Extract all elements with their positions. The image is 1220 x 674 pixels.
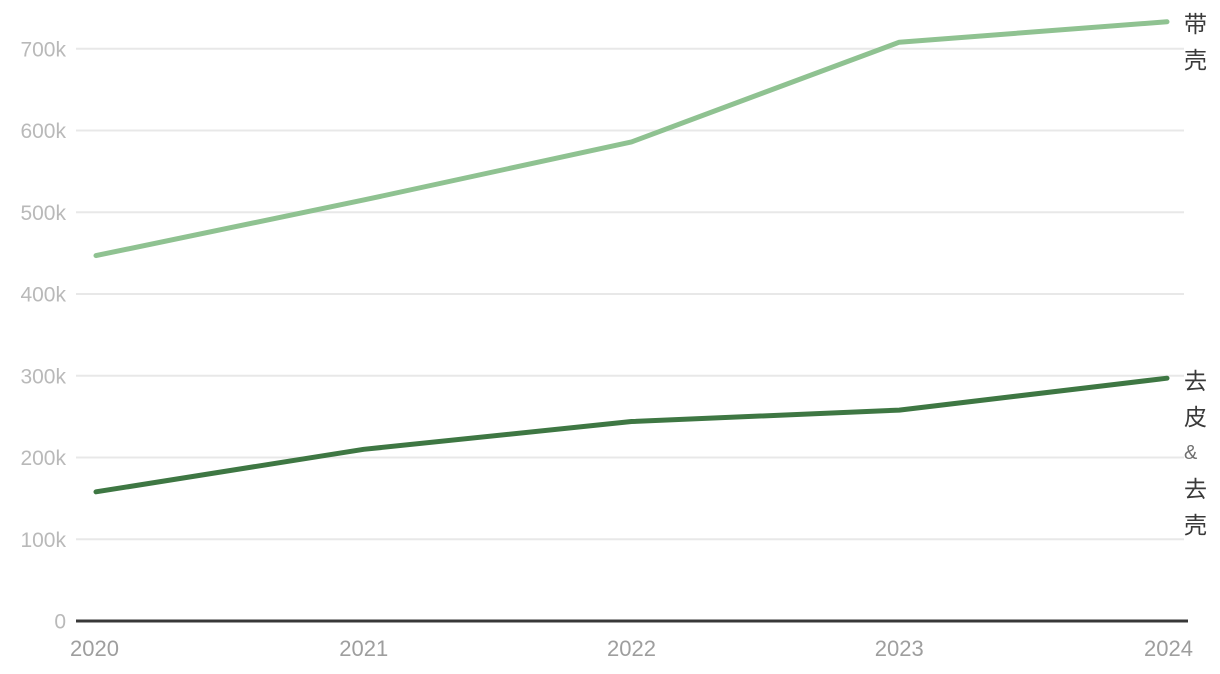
series-label-char: 带 <box>1184 11 1207 37</box>
ampersand-glyph: & <box>1184 442 1198 464</box>
x-tick-label-2022: 2022 <box>607 636 656 661</box>
x-tick-label-2021: 2021 <box>339 636 388 661</box>
x-tick-label-2023: 2023 <box>875 636 924 661</box>
series-label-1: 去皮 & 去壳 <box>1184 363 1214 543</box>
series-label-char: 去 <box>1184 476 1207 502</box>
series-label-0: 带壳 <box>1184 6 1214 78</box>
y-tick-label-400k: 400k <box>20 284 66 307</box>
y-tick-label-200k: 200k <box>20 447 66 470</box>
x-tick-label-2020: 2020 <box>70 636 119 661</box>
series-label-char: 壳 <box>1184 47 1207 73</box>
y-tick-label-0: 0 <box>54 611 66 634</box>
series-line-1[interactable] <box>93 375 1170 495</box>
y-tick-label-700k: 700k <box>20 38 66 61</box>
x-tick-label-2024: 2024 <box>1144 636 1193 661</box>
y-tick-label-100k: 100k <box>20 529 66 552</box>
series-label-char: 壳 <box>1184 512 1207 538</box>
y-tick-label-600k: 600k <box>20 120 66 143</box>
y-tick-label-500k: 500k <box>20 202 66 225</box>
y-tick-label-300k: 300k <box>20 365 66 388</box>
series-label-char: 皮 <box>1184 404 1207 430</box>
series-label-char: 去 <box>1184 368 1207 394</box>
series-line-0[interactable] <box>93 19 1170 259</box>
